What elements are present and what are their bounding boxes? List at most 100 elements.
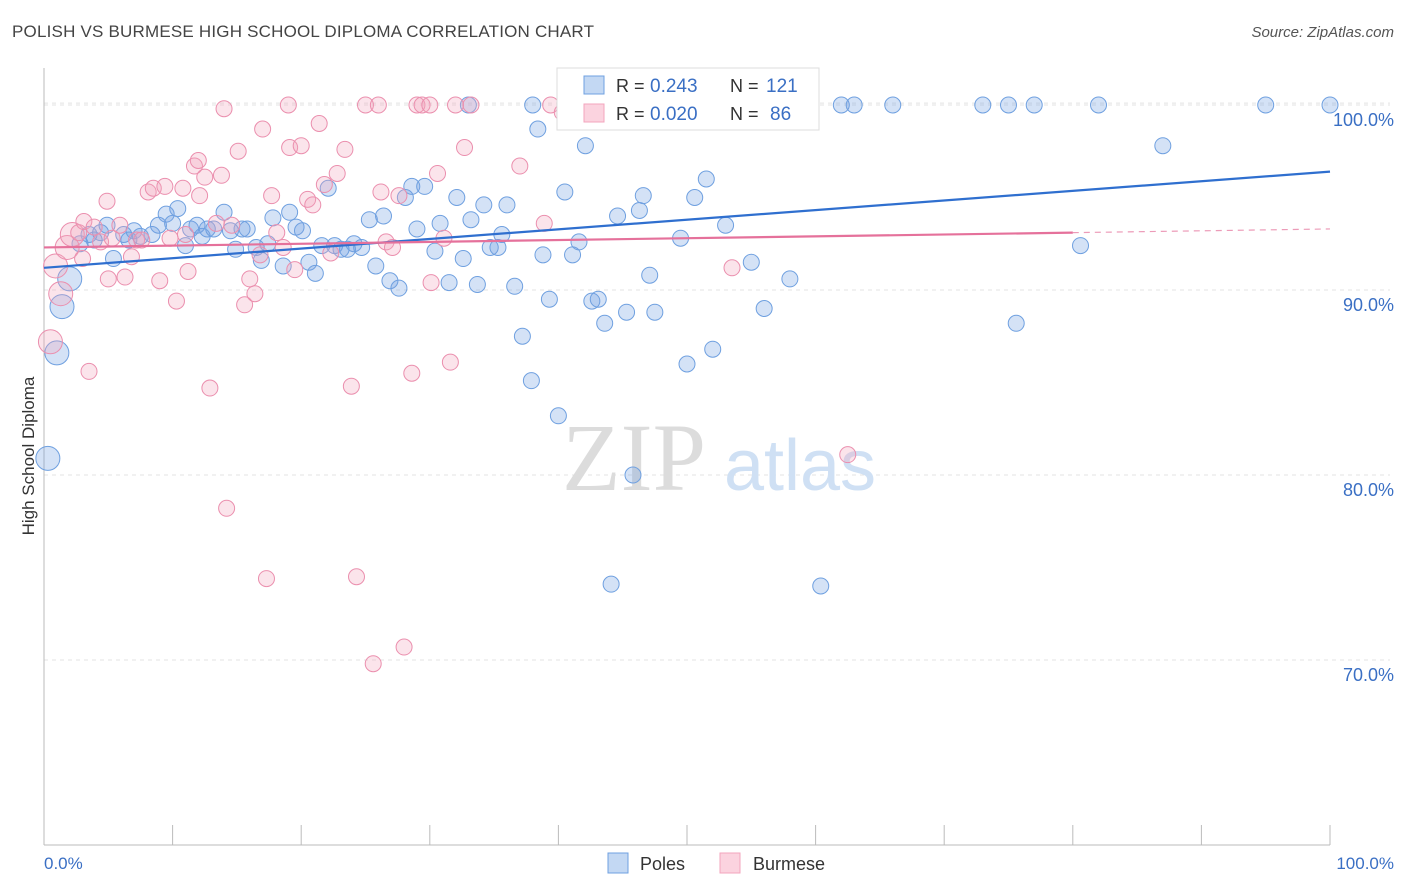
stats-burmese-n-value: 86 bbox=[770, 104, 791, 125]
burmese-point bbox=[304, 196, 322, 214]
poles-point bbox=[1025, 96, 1043, 114]
poles-point bbox=[98, 216, 116, 234]
poles-point bbox=[475, 196, 493, 214]
poles-point bbox=[697, 170, 715, 188]
poles-point bbox=[524, 96, 542, 114]
burmese-point bbox=[390, 187, 408, 205]
poles-point bbox=[1321, 96, 1339, 114]
burmese-point bbox=[191, 187, 209, 205]
poles-point bbox=[596, 314, 614, 332]
burmese-point bbox=[80, 362, 98, 380]
burmese-point bbox=[151, 272, 169, 290]
legend-label-burmese: Burmese bbox=[753, 854, 825, 874]
burmese-point bbox=[310, 115, 328, 132]
burmese-point bbox=[403, 364, 421, 382]
poles-point bbox=[549, 407, 567, 425]
poles-point bbox=[583, 292, 601, 310]
poles-point bbox=[35, 445, 61, 471]
burmese-point bbox=[218, 499, 236, 517]
poles-point bbox=[641, 266, 659, 284]
burmese-point bbox=[241, 270, 259, 288]
poles-point bbox=[781, 270, 799, 288]
burmese-point bbox=[189, 152, 207, 169]
y-tick-label: 70.0% bbox=[1343, 665, 1394, 685]
burmese-point bbox=[511, 157, 529, 175]
burmese-point bbox=[161, 229, 179, 247]
poles-point bbox=[513, 327, 531, 345]
trend-line-poles bbox=[43, 170, 1331, 269]
burmese-point bbox=[37, 329, 63, 355]
burmese-point bbox=[75, 213, 93, 231]
burmese-point bbox=[174, 179, 192, 197]
poles-point bbox=[1090, 96, 1108, 114]
watermark-zip: ZIP bbox=[562, 404, 706, 511]
poles-point bbox=[49, 294, 75, 320]
burmese-point bbox=[441, 353, 459, 371]
poles-point bbox=[602, 575, 620, 593]
y-axis-label: High School Diploma bbox=[19, 376, 38, 535]
burmese-point bbox=[422, 274, 440, 292]
trend-line-burmese-extension bbox=[1072, 228, 1331, 234]
poles-point bbox=[742, 253, 760, 271]
poles-point bbox=[416, 177, 434, 195]
y-tick-label: 100.0% bbox=[1333, 110, 1394, 130]
burmese-point bbox=[347, 568, 365, 586]
poles-point bbox=[634, 187, 652, 205]
burmese-point bbox=[364, 655, 382, 673]
burmese-point bbox=[133, 231, 151, 249]
poles-point bbox=[522, 372, 540, 390]
burmese-point bbox=[315, 176, 333, 194]
poles-point bbox=[238, 220, 256, 238]
stats-poles-r-label: R = bbox=[616, 76, 645, 96]
poles-point bbox=[264, 209, 282, 227]
poles-point bbox=[454, 250, 472, 268]
poles-point bbox=[534, 246, 552, 264]
trend-lines bbox=[43, 170, 1331, 269]
poles-point bbox=[489, 238, 507, 256]
poles-point bbox=[570, 233, 588, 251]
poles-point bbox=[755, 300, 773, 317]
burmese-point bbox=[408, 96, 426, 114]
burmese-point bbox=[201, 379, 219, 397]
burmese-point bbox=[274, 238, 292, 256]
burmese-point bbox=[156, 177, 174, 195]
burmese-point bbox=[369, 96, 387, 114]
burmese-point bbox=[322, 244, 340, 262]
poles-point bbox=[390, 279, 408, 297]
watermark: ZIP atlas bbox=[562, 404, 876, 511]
poles-point bbox=[431, 214, 449, 232]
poles-point bbox=[1154, 137, 1172, 155]
burmese-point bbox=[357, 96, 374, 114]
burmese-point bbox=[111, 216, 129, 234]
burmese-point bbox=[229, 142, 247, 160]
poles-point bbox=[630, 201, 648, 219]
burmese-point bbox=[268, 224, 286, 242]
burmese-point bbox=[176, 226, 194, 243]
stats-swatch-burmese bbox=[583, 103, 605, 123]
poles-point bbox=[1007, 314, 1025, 332]
poles-point bbox=[375, 207, 393, 225]
poles-point bbox=[678, 355, 696, 373]
burmese-point bbox=[179, 263, 197, 280]
poles-point bbox=[832, 96, 850, 114]
burmese-point bbox=[196, 168, 214, 186]
poles-point bbox=[396, 189, 414, 206]
burmese-point bbox=[456, 139, 474, 157]
poles-point bbox=[506, 277, 524, 295]
burmese-point bbox=[116, 268, 134, 286]
burmese-point bbox=[246, 285, 264, 303]
burmese-point bbox=[263, 187, 281, 205]
burmese-point bbox=[85, 218, 103, 236]
burmese-point bbox=[236, 296, 254, 314]
burmese-point bbox=[342, 377, 360, 395]
burmese-point bbox=[447, 96, 465, 114]
poles-point bbox=[104, 250, 122, 268]
burmese-point bbox=[215, 100, 233, 118]
poles-point bbox=[624, 466, 642, 484]
stats-burmese-r-value: 0.020 bbox=[650, 104, 698, 125]
burmese-point bbox=[98, 192, 116, 210]
poles-point bbox=[306, 264, 324, 282]
poles-point bbox=[1072, 237, 1090, 255]
poles-point bbox=[498, 196, 516, 214]
